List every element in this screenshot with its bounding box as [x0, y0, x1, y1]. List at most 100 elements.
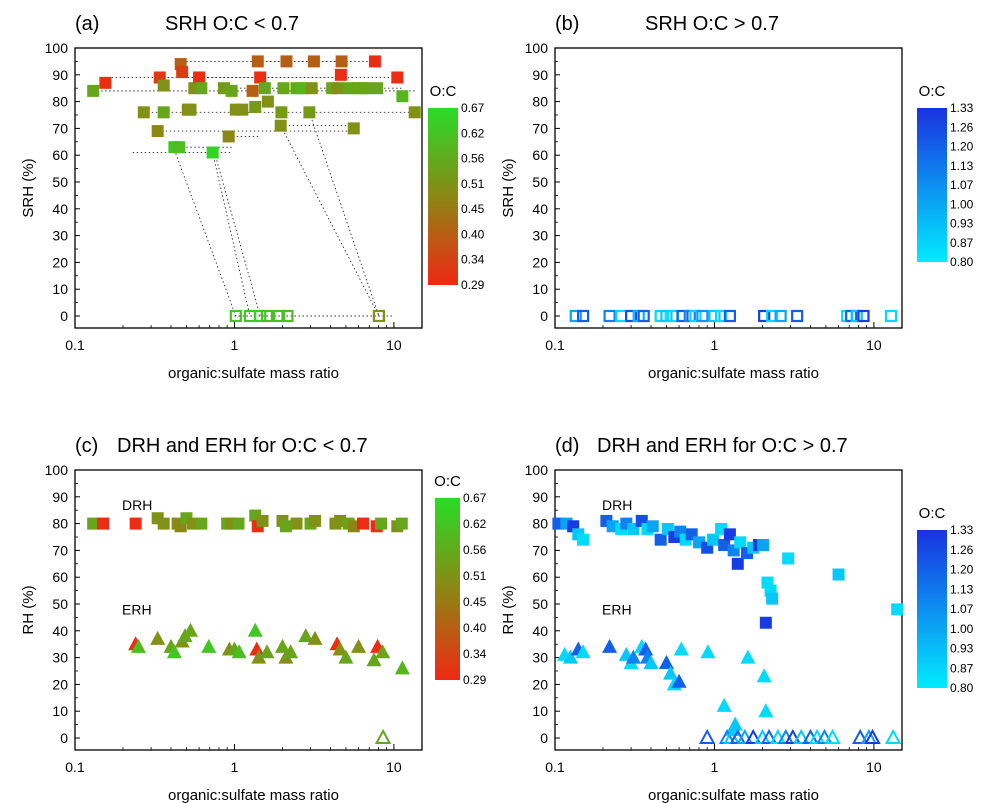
- data-point: [347, 520, 360, 533]
- y-tick-label: 50: [532, 596, 548, 612]
- data-point: [309, 514, 322, 527]
- data-point: [261, 95, 274, 108]
- colorbar-tick-label: 0.62: [461, 126, 485, 140]
- data-point: [864, 728, 881, 744]
- y-tick-label: 60: [532, 569, 548, 585]
- data-point: [157, 106, 170, 119]
- data-point: [758, 309, 771, 323]
- data-point: [254, 309, 267, 323]
- panel-a: (a) SRH O:C < 0.7 0 10 20 30 40 50 60 70 80 90 100 0.…: [20, 13, 485, 382]
- panel-title: SRH O:C < 0.7: [165, 13, 299, 35]
- data-point: [87, 517, 100, 530]
- data-point: [736, 728, 753, 744]
- y-tick-label: 90: [532, 489, 548, 505]
- data-point: [850, 309, 863, 323]
- data-point: [360, 82, 373, 95]
- data-point: [258, 82, 271, 95]
- y-tick-label: 0: [540, 730, 548, 746]
- data-point: [201, 638, 217, 653]
- data-point: [408, 106, 421, 119]
- y-tick-label: 80: [532, 94, 548, 110]
- data-point: [332, 641, 348, 656]
- data-point: [884, 309, 898, 323]
- data-point: [603, 309, 616, 323]
- y-tick-label: 20: [52, 254, 68, 270]
- data-point: [97, 517, 110, 530]
- erh-annotation: ERH: [602, 601, 632, 617]
- y-tick-label: 0: [60, 730, 68, 746]
- y-tick-label: 70: [52, 542, 68, 558]
- data-point: [298, 628, 314, 643]
- data-point: [259, 644, 275, 659]
- y-tick-label: 0: [60, 308, 68, 324]
- x-tick-label: 0.1: [65, 759, 85, 775]
- panel-b: (b) SRH O:C > 0.7 0 10 20 30 40 50 60 70 80 90 100 0.…: [500, 13, 974, 382]
- data-point: [734, 536, 747, 549]
- data-point: [660, 309, 673, 323]
- data-point: [891, 603, 904, 616]
- data-point: [793, 728, 810, 744]
- colorbar-tick-label: 0.62: [463, 517, 487, 531]
- data-point: [87, 84, 100, 97]
- data-point: [371, 82, 384, 95]
- panel-title-group: (c) DRH and ERH for O:C < 0.7: [75, 435, 368, 457]
- data-point: [150, 630, 166, 645]
- data-point: [769, 728, 787, 744]
- series-drh: [87, 509, 408, 533]
- colorbar-tick-label: 1.07: [950, 178, 974, 192]
- colorbar-tick-label: 0.34: [461, 253, 485, 267]
- y-tick-label: 70: [532, 542, 548, 558]
- x-axis-label: organic:sulfate mass ratio: [168, 787, 339, 803]
- y-tick-label: 80: [52, 516, 68, 532]
- y-tick-label: 40: [52, 623, 68, 639]
- data-point: [368, 55, 381, 68]
- panel-title: DRH and ERH for O:C < 0.7: [117, 435, 368, 457]
- data-point: [137, 106, 150, 119]
- data-point: [602, 638, 618, 653]
- colorbar-tick-label: 0.29: [463, 673, 487, 687]
- connector-line: [280, 125, 380, 317]
- data-point: [740, 649, 756, 664]
- data-point: [232, 517, 245, 530]
- y-tick-label: 10: [532, 703, 548, 719]
- series-main: [569, 309, 898, 323]
- colorbar-tick-label: 0.93: [950, 642, 974, 656]
- y-tick-label: 50: [532, 174, 548, 190]
- y-axis-label: RH (%): [20, 585, 37, 634]
- data-point: [716, 697, 732, 712]
- y-tick-label: 100: [45, 462, 69, 478]
- series-main: [229, 309, 385, 323]
- data-point: [791, 309, 804, 323]
- y-tick-label: 30: [52, 228, 68, 244]
- x-axis-label: organic:sulfate mass ratio: [168, 365, 339, 382]
- colorbar-tick-label: 1.00: [950, 622, 974, 636]
- y-tick-label: 100: [45, 40, 69, 56]
- data-point: [673, 641, 689, 656]
- y-tick-label: 40: [52, 201, 68, 217]
- data-point: [698, 728, 716, 744]
- y-tick-label: 20: [532, 676, 548, 692]
- y-axis-label: RH (%): [500, 585, 517, 634]
- data-point: [824, 728, 841, 744]
- x-tick-label: 10: [386, 337, 402, 353]
- data-point: [229, 309, 242, 323]
- series-erh: [557, 638, 774, 736]
- data-point: [236, 103, 249, 116]
- x-tick-label: 10: [866, 759, 882, 775]
- data-point: [274, 119, 287, 132]
- data-point: [249, 100, 262, 113]
- data-point: [193, 71, 206, 84]
- data-point: [275, 106, 288, 119]
- data-point: [283, 644, 299, 659]
- panel-title-group: (b) SRH O:C > 0.7: [555, 13, 779, 35]
- y-tick-label: 70: [532, 120, 548, 136]
- data-point: [760, 728, 778, 744]
- connector-line: [214, 152, 261, 317]
- plot-frame: [74, 469, 423, 751]
- x-tick-label: 1: [231, 337, 239, 353]
- data-point: [774, 309, 787, 323]
- colorbar-bar: [917, 108, 947, 262]
- data-point: [279, 520, 292, 533]
- data-point: [357, 517, 370, 530]
- data-point: [184, 103, 197, 116]
